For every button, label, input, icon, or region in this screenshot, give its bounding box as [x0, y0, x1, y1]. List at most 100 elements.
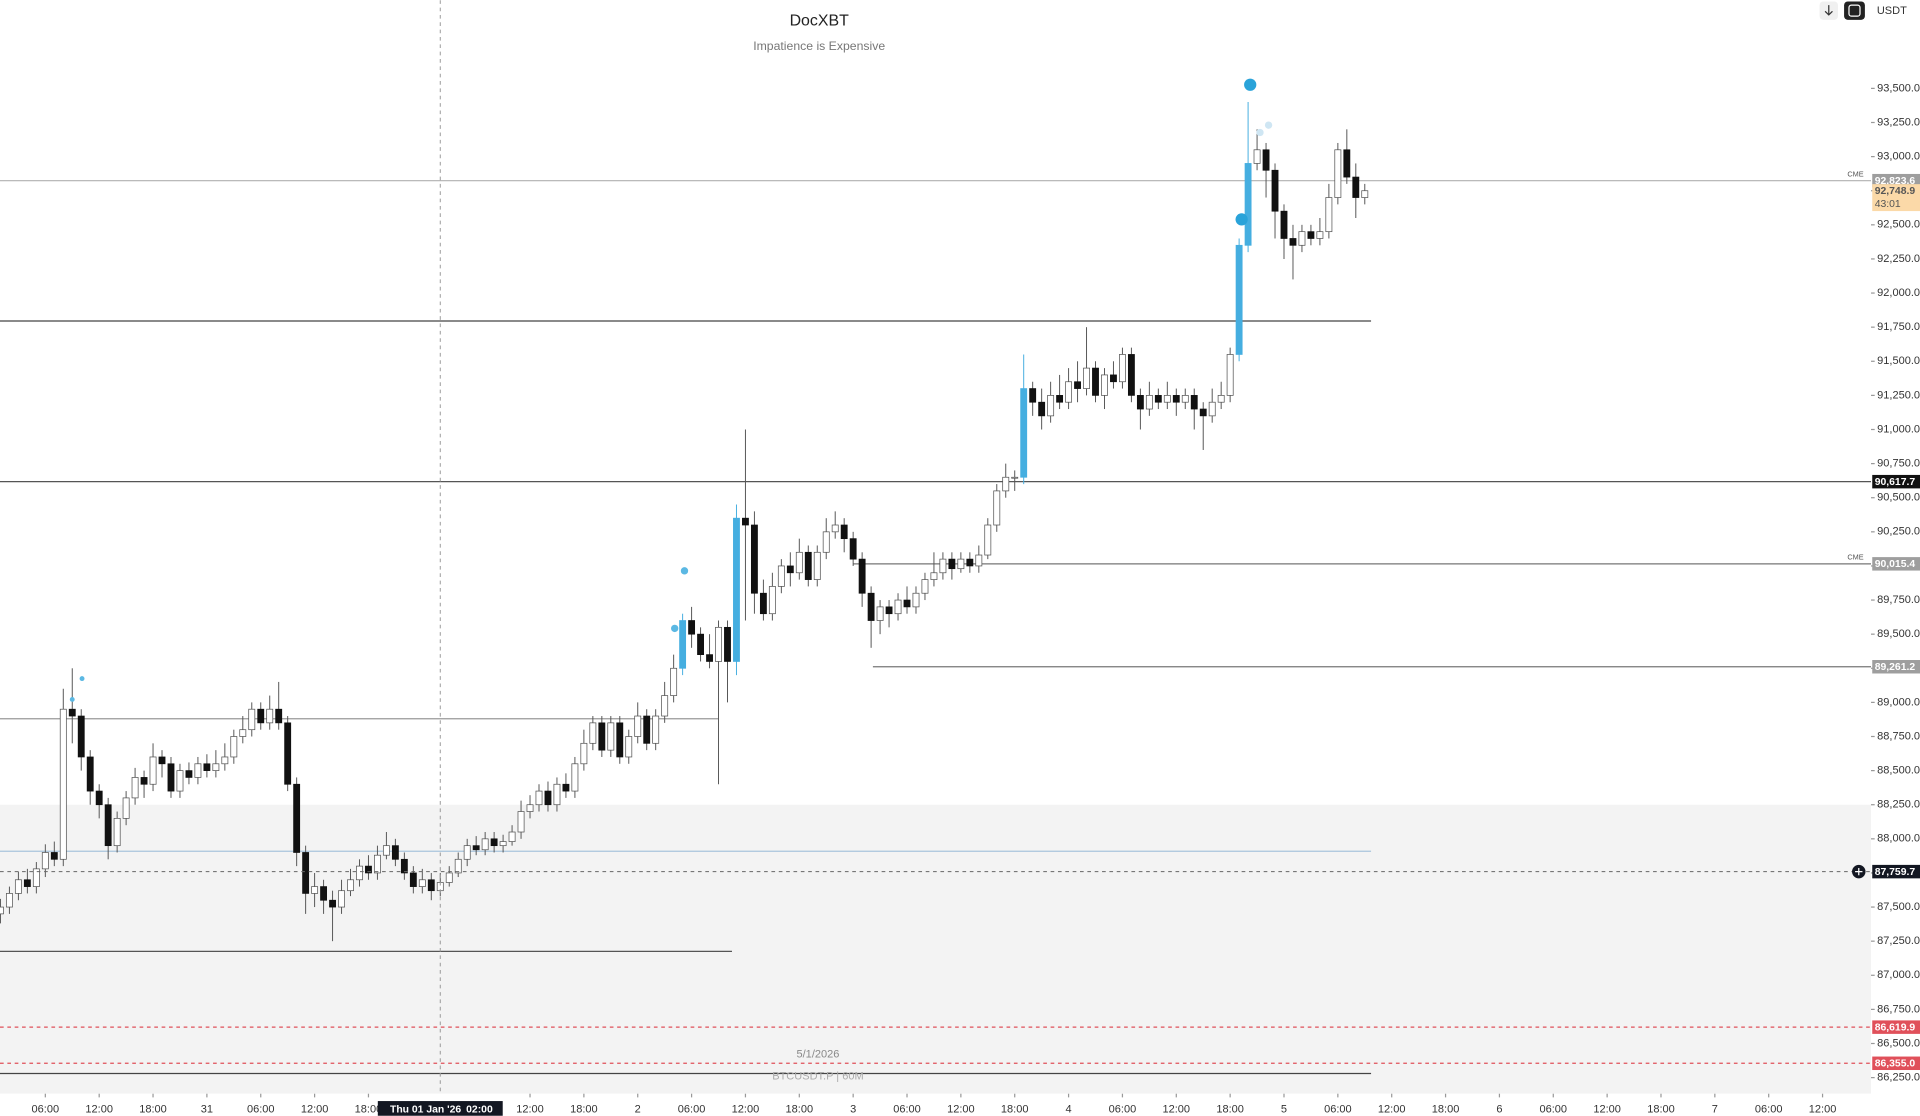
candle-body [400, 858, 408, 874]
candle-body [338, 890, 345, 908]
x-tick-label: 3 [850, 1104, 856, 1116]
candle-body [194, 763, 202, 778]
price-label: 92,748.9 [1875, 186, 1916, 197]
candle-body [248, 708, 256, 731]
price-label-box [1872, 557, 1920, 571]
candle-body [275, 708, 283, 724]
candle-body [1119, 354, 1126, 383]
candle-body [95, 790, 103, 806]
candle-body [481, 838, 489, 851]
price-label-box [1872, 1056, 1920, 1071]
x-tick-label: 06:00 [1755, 1104, 1783, 1116]
x-tick-label: 06:00 [1324, 1104, 1352, 1116]
candle-body [894, 599, 902, 615]
price-label: 92,823.6 [1875, 176, 1916, 187]
candle-body [580, 742, 588, 765]
y-tick-label: 89,750.0 [1877, 594, 1920, 606]
candle-body [634, 715, 642, 737]
candle-body [616, 722, 624, 758]
x-tick-label: 12:00 [1378, 1104, 1406, 1116]
candle-body [1029, 388, 1037, 403]
candle-body [347, 879, 354, 892]
candle-body [571, 763, 579, 792]
x-tick-label: 12:00 [301, 1104, 329, 1116]
signal-dot [1264, 121, 1273, 129]
candle-body [724, 626, 731, 662]
fit-button[interactable] [1844, 1, 1865, 20]
candle-body [1325, 197, 1333, 233]
candle-body [1244, 163, 1252, 246]
candle-body [804, 551, 812, 580]
price-label-box [1872, 474, 1920, 489]
candle-body [1199, 408, 1207, 417]
candle-body [1065, 381, 1073, 403]
candle-body [526, 804, 534, 812]
y-tick-label: 90,750.0 [1877, 458, 1920, 470]
candle-body [266, 708, 274, 724]
signal-dot [69, 696, 75, 702]
candle-body [140, 777, 148, 785]
candle-body [1154, 395, 1162, 403]
shaded-zone [0, 804, 1872, 1094]
candle-body [445, 872, 453, 883]
candle-body [706, 654, 713, 662]
candle-body [472, 845, 480, 851]
candle-body [32, 868, 40, 887]
y-tick-label: 91,000.0 [1877, 423, 1920, 435]
candle-body [454, 858, 462, 874]
x-tick-label: 06:00 [1109, 1104, 1137, 1116]
candle-body [643, 715, 651, 744]
candle-body [23, 879, 31, 887]
candle-body [921, 579, 929, 594]
candle-body [535, 790, 543, 806]
candle-body [697, 633, 704, 656]
candle-body [14, 879, 22, 894]
signal-dot [1256, 128, 1264, 137]
candle-body [876, 606, 884, 621]
x-tick-label: 7 [1712, 1104, 1718, 1116]
y-tick-label: 91,750.0 [1877, 321, 1920, 333]
x-tick-label: 18:00 [1216, 1104, 1244, 1116]
candle-body [311, 886, 319, 894]
candle-body [77, 715, 85, 758]
candle-body [1074, 381, 1081, 389]
candle-body [508, 831, 516, 842]
signal-dot [1235, 213, 1248, 226]
candle-body [822, 531, 830, 553]
y-tick-label: 89,500.0 [1877, 628, 1920, 640]
candle-body [329, 899, 336, 908]
price-label-box [1872, 1020, 1920, 1034]
x-tick-label: 12:00 [1593, 1104, 1621, 1116]
candle-body [1127, 354, 1135, 396]
y-tick-label: 93,250.0 [1877, 116, 1920, 128]
y-tick-label: 87,000.0 [1877, 969, 1920, 981]
candle-body [885, 606, 893, 615]
candle-body [490, 838, 498, 847]
x-tick-label: 18:00 [139, 1104, 167, 1116]
candle-body [831, 524, 839, 533]
candle-body [203, 763, 211, 771]
x-tick-label: 6 [1496, 1104, 1502, 1116]
y-tick-label: 88,500.0 [1877, 765, 1920, 777]
candles [0, 102, 1369, 942]
candle-body [1217, 395, 1225, 403]
candle-body [382, 845, 390, 856]
candle-body [813, 551, 821, 580]
signal-dot [1244, 78, 1257, 91]
candle-body [463, 845, 471, 860]
candle-body [598, 722, 606, 751]
x-tick-label: 12:00 [516, 1104, 544, 1116]
candle-body [293, 783, 301, 853]
candle-body [1271, 169, 1279, 212]
currency-label[interactable]: USDT [1877, 5, 1907, 17]
candle-body [1163, 395, 1171, 403]
x-tick-label: 12:00 [947, 1104, 975, 1116]
candle-body [1020, 388, 1028, 478]
level-tag: CME [1847, 553, 1863, 562]
candle-body [1110, 374, 1117, 383]
y-tick-label: 92,500.0 [1877, 219, 1920, 231]
zones [0, 804, 1872, 1094]
candle-body [230, 736, 238, 758]
candle-body [365, 865, 372, 874]
